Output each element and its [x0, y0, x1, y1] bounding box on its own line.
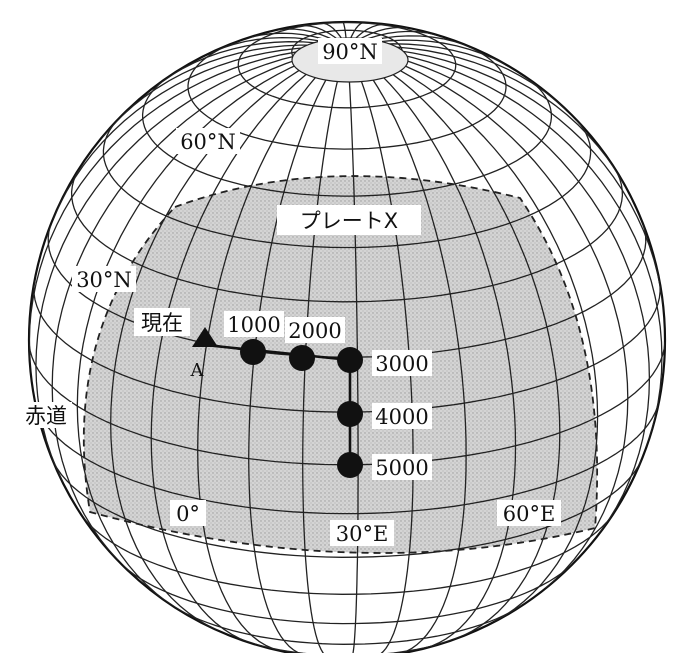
latitude-line — [102, 118, 592, 249]
present-label-group: 現在 — [134, 308, 190, 336]
age-label-5000-group: 5000 — [372, 454, 432, 480]
longitude-line — [346, 46, 599, 623]
lat30-label-group: 30°N — [72, 266, 136, 292]
longitude-line — [197, 46, 348, 652]
age-label-2000-group: 2000 — [285, 317, 345, 343]
age-label-3000-group: 3000 — [372, 350, 432, 376]
latitude-line — [83, 515, 613, 595]
age-label-5000: 5000 — [375, 456, 428, 480]
longitude-line — [346, 47, 467, 653]
latitude-line — [122, 563, 574, 625]
lon0-label-group: 0° — [170, 500, 206, 526]
track-point-3000 — [337, 347, 363, 373]
age-label-4000: 4000 — [375, 405, 428, 429]
lat30-label: 30°N — [76, 268, 132, 292]
north-pole-label-group: 90°N — [318, 38, 382, 64]
longitude-line — [35, 46, 348, 483]
north-pole-label: 90°N — [322, 40, 378, 64]
age-label-2000: 2000 — [288, 319, 341, 343]
equator-label-group: 赤道 — [20, 402, 72, 428]
longitude-line — [76, 46, 348, 610]
longitude-line — [346, 46, 663, 448]
longitude-line — [110, 46, 348, 632]
equator-label: 赤道 — [25, 404, 67, 428]
lat60-label-group: 60°N — [176, 128, 240, 154]
longitude-line — [52, 46, 348, 220]
plate-label-group: プレートX — [277, 205, 421, 235]
age-label-1000-group: 1000 — [224, 311, 284, 337]
longitude-line — [248, 47, 348, 653]
longitude-line — [346, 46, 629, 589]
lon60-label-group: 60°E — [497, 500, 561, 526]
longitude-line — [51, 46, 348, 561]
latitude-line — [53, 460, 642, 558]
lon60-label: 60°E — [503, 502, 556, 526]
longitude-line — [101, 44, 348, 138]
age-label-3000: 3000 — [375, 352, 428, 376]
present-label: 現在 — [141, 311, 183, 335]
age-label-1000: 1000 — [227, 313, 280, 337]
track-point-1000 — [240, 339, 266, 365]
longitude-line — [29, 46, 348, 360]
longitude-line — [302, 47, 348, 653]
longitude-line — [346, 47, 414, 653]
latitude-line — [141, 76, 553, 197]
longitude-line — [346, 46, 517, 650]
longitude-line — [346, 47, 359, 653]
longitude-line — [346, 46, 651, 532]
plate-label: プレートX — [300, 209, 398, 233]
lon30-label-group: 30°E — [330, 520, 394, 546]
track-points — [240, 339, 363, 478]
latitude-line — [34, 401, 659, 515]
track-point-4000 — [337, 401, 363, 427]
present-triangle-icon — [192, 327, 218, 347]
longitude-line — [346, 45, 625, 185]
age-label-4000-group: 4000 — [372, 403, 432, 429]
lat60-label: 60°N — [180, 130, 236, 154]
longitude-line — [346, 46, 561, 641]
lon30-label: 30°E — [336, 522, 389, 546]
latitude-line — [70, 167, 624, 303]
longitude-line — [150, 46, 348, 644]
track-point-2000 — [289, 345, 315, 371]
point-a-label: A — [190, 360, 205, 381]
track-point-5000 — [337, 452, 363, 478]
longitude-line — [346, 46, 664, 306]
lon0-label: 0° — [176, 502, 200, 526]
